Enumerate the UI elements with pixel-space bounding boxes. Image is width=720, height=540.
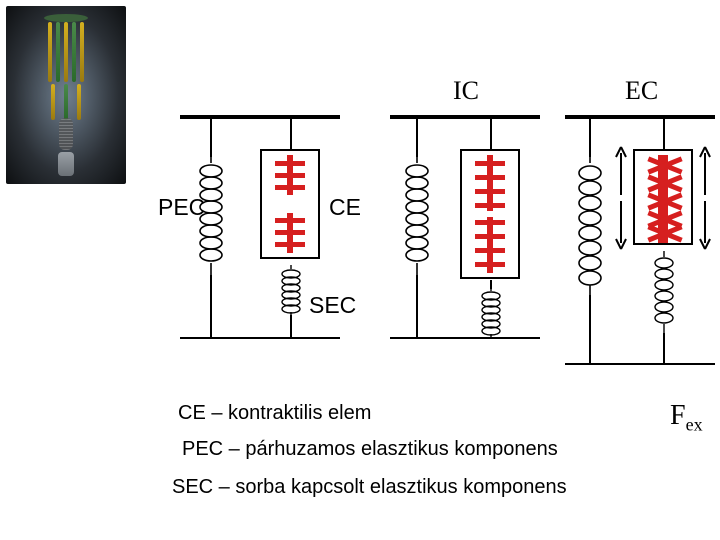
pec-conn-top bbox=[416, 117, 418, 157]
sec-spring bbox=[280, 265, 302, 315]
pec-conn-bot bbox=[210, 275, 212, 337]
pec-conn-top bbox=[589, 117, 591, 157]
pec-spring-stretched bbox=[577, 155, 603, 295]
ce-crossbar bbox=[275, 242, 305, 247]
ce-crossbar bbox=[475, 175, 505, 180]
sec-conn-top bbox=[490, 280, 492, 289]
pec-spring bbox=[198, 155, 224, 275]
ce-conn-top bbox=[490, 117, 492, 149]
arrow-down-icon bbox=[615, 201, 627, 251]
top-bar bbox=[180, 115, 340, 119]
ce-conn-top bbox=[290, 117, 292, 149]
sec-conn-bot bbox=[290, 315, 292, 337]
arrow-down-icon bbox=[699, 201, 711, 251]
ce-conn-top bbox=[663, 117, 665, 149]
pec-conn-bot bbox=[589, 295, 591, 363]
legend-pec: PEC – párhuzamos elasztikus komponens bbox=[182, 438, 558, 461]
ce-crossbar bbox=[275, 218, 305, 223]
legend-sec: SEC – sorba kapcsolt elasztikus komponen… bbox=[172, 476, 567, 499]
ce-box bbox=[460, 149, 520, 279]
pec-conn-top bbox=[210, 117, 212, 157]
ce-crossbar bbox=[275, 185, 305, 190]
ce-crossbar bbox=[475, 203, 505, 208]
pec-spring bbox=[404, 155, 430, 275]
sec-spring-stretched bbox=[653, 251, 675, 333]
sec-conn-bot bbox=[663, 333, 665, 363]
unit-rest bbox=[180, 115, 360, 375]
ce-crossbar bbox=[475, 262, 505, 267]
bottom-bar bbox=[390, 337, 540, 339]
ce-box-contracted bbox=[633, 149, 693, 245]
arrow-up-icon bbox=[615, 145, 627, 195]
ce-crossbar bbox=[275, 230, 305, 235]
ce-crossbar bbox=[475, 234, 505, 239]
bottom-bar bbox=[180, 337, 340, 339]
ce-crossbar bbox=[475, 189, 505, 194]
ce-crossbar bbox=[275, 173, 305, 178]
unit-ic bbox=[390, 115, 550, 375]
arrow-up-icon bbox=[699, 145, 711, 195]
ce-crossbar bbox=[475, 161, 505, 166]
top-bar bbox=[565, 115, 715, 119]
ce-box bbox=[260, 149, 320, 259]
top-bar bbox=[390, 115, 540, 119]
ce-crossbar bbox=[475, 220, 505, 225]
ce-crossbar bbox=[475, 248, 505, 253]
sec-spring bbox=[480, 287, 502, 337]
pec-conn-bot bbox=[416, 275, 418, 337]
unit-ec bbox=[565, 115, 720, 405]
bottom-bar bbox=[565, 363, 715, 365]
ce-crossbar bbox=[275, 161, 305, 166]
legend-ce: CE – kontraktilis elem bbox=[178, 402, 371, 425]
